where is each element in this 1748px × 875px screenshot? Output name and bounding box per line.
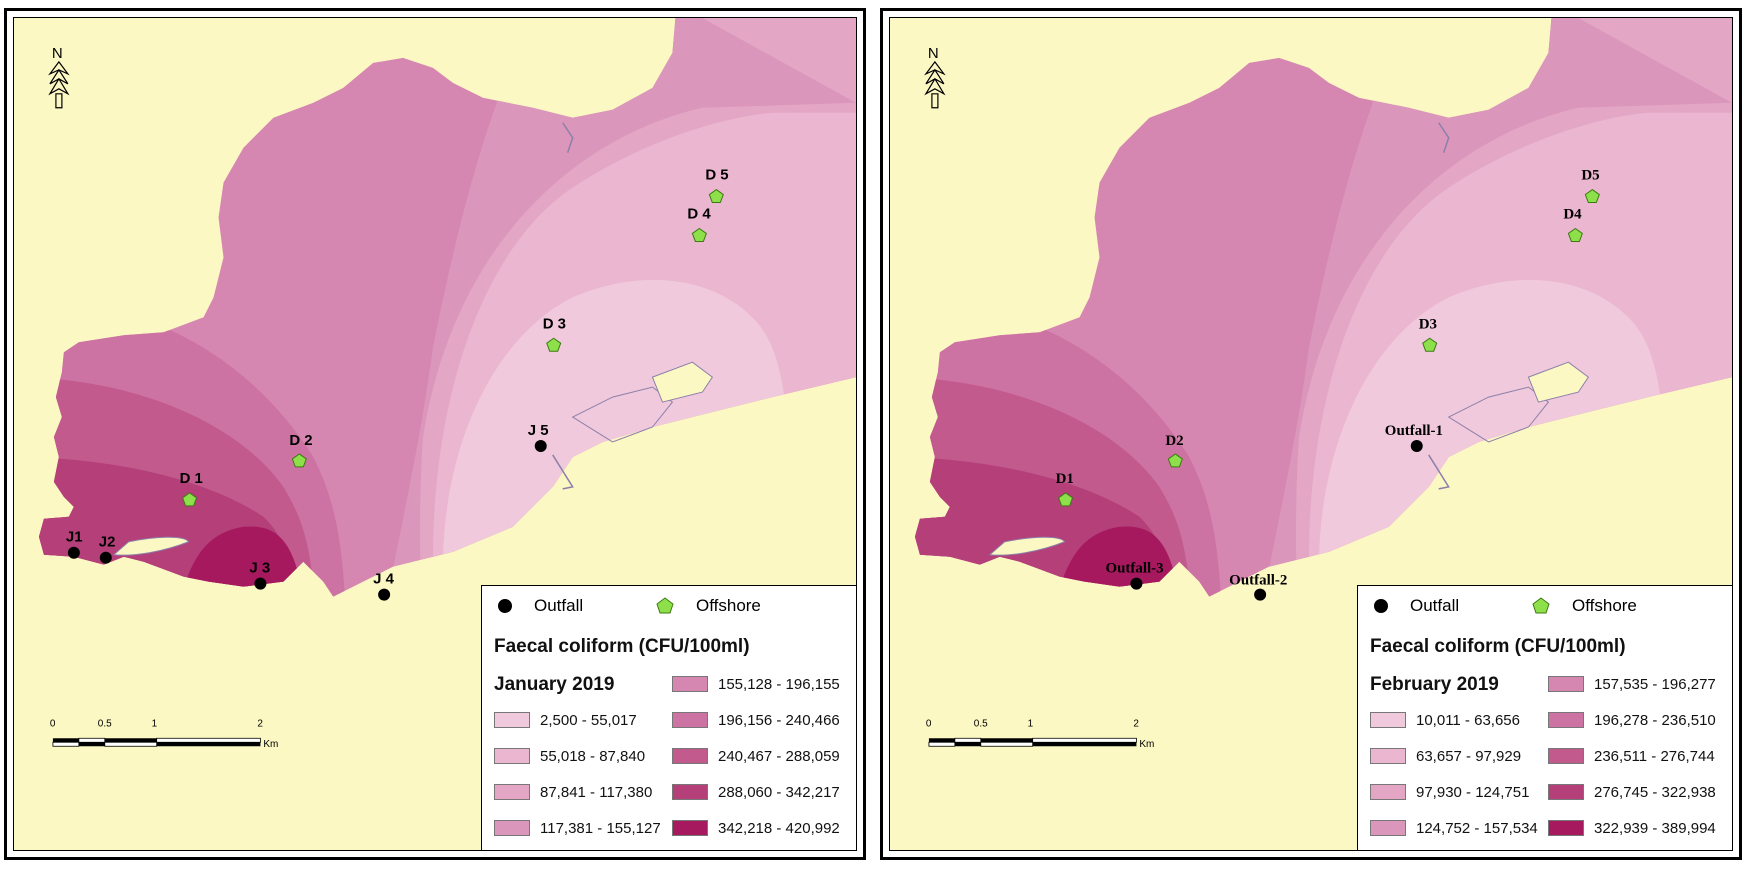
outfall-marker-outfall-3[interactable] [1130, 577, 1143, 590]
legend-class: 117,381 - 155,127 [494, 818, 661, 838]
outfall-symbol-icon [498, 599, 512, 613]
legend-outfall: Outfall [498, 596, 583, 616]
offshore-label-d2: D 2 [289, 432, 312, 449]
legend-class: 196,156 - 240,466 [672, 710, 840, 730]
legend-class: 322,939 - 389,994 [1548, 818, 1716, 838]
offshore-label-d3: D3 [1419, 316, 1437, 332]
offshore-labels: D1 D2 D3 D4 D5 [1056, 168, 1600, 487]
outfall-label-outfall-3: Outfall-3 [1105, 561, 1163, 577]
legend-title: Faecal coliform (CFU/100ml) [1370, 636, 1626, 657]
offshore-label-d1: D 1 [180, 470, 203, 487]
offshore-markers [182, 188, 724, 507]
legend-class: 240,467 - 288,059 [672, 746, 840, 766]
legend-class: 236,511 - 276,744 [1548, 746, 1715, 766]
legend-class: 342,218 - 420,992 [672, 818, 840, 838]
outfall-label-outfall-1: Outfall-1 [1385, 423, 1443, 439]
legend-class: 124,752 - 157,534 [1370, 818, 1538, 838]
legend-class: 55,018 - 87,840 [494, 746, 645, 766]
outfall-markers [1130, 439, 1423, 601]
map-frame: N Outfall-3 Outfall-2 Outfall-1 [889, 17, 1733, 851]
outfall-label-j3: J 3 [249, 560, 270, 577]
offshore-markers [1058, 188, 1600, 507]
legend-offshore: Offshore [656, 596, 761, 616]
outfall-marker-j3[interactable] [254, 577, 267, 590]
offshore-label-d1: D1 [1056, 471, 1074, 487]
outfall-labels: Outfall-3 Outfall-2 Outfall-1 [1105, 423, 1442, 589]
offshore-marker-d3[interactable] [546, 337, 562, 352]
offshore-label-d2: D2 [1165, 433, 1183, 449]
north-arrow-icon: N [924, 45, 946, 109]
legend-class: 157,535 - 196,277 [1548, 674, 1716, 694]
svg-text:Km: Km [1139, 739, 1154, 750]
outfall-label-outfall-2: Outfall-2 [1229, 573, 1287, 589]
offshore-label-d3: D 3 [543, 315, 566, 332]
svg-text:1: 1 [152, 718, 158, 729]
svg-text:0.5: 0.5 [98, 718, 112, 729]
legend-title: Faecal coliform (CFU/100ml) [494, 636, 750, 657]
map-frame: N J1 J2 J 3 J 4 J 5 [13, 17, 857, 851]
legend-class: 10,011 - 63,656 [1370, 710, 1520, 730]
offshore-marker-d4[interactable] [691, 227, 707, 242]
offshore-marker-d1[interactable] [182, 492, 198, 507]
offshore-marker-d2[interactable] [291, 453, 307, 468]
offshore-label-d5: D5 [1581, 168, 1599, 184]
svg-text:2: 2 [257, 718, 263, 729]
outfall-label-j2: J2 [99, 534, 116, 551]
outfall-marker-j1[interactable] [67, 546, 80, 559]
legend-month: January 2019 [494, 674, 615, 695]
outfall-marker-j4[interactable] [378, 588, 391, 601]
scale-bar: 0 0.5 1 2 Km [926, 718, 1154, 750]
offshore-marker-d1[interactable] [1058, 492, 1074, 507]
svg-text:2: 2 [1133, 718, 1139, 729]
outfall-label-j1: J1 [66, 529, 83, 546]
north-arrow-icon: N [48, 45, 70, 109]
legend-class: 87,841 - 117,380 [494, 782, 652, 802]
bay-map: N J1 J2 J 3 J 4 J 5 [14, 18, 856, 850]
legend-offshore: Offshore [1532, 596, 1637, 616]
outfall-marker-outfall-1[interactable] [1410, 439, 1423, 452]
legend-class: 196,278 - 236,510 [1548, 710, 1716, 730]
legend-month: February 2019 [1370, 674, 1499, 695]
svg-text:0: 0 [50, 718, 56, 729]
map-panel-january: N J1 J2 J 3 J 4 J 5 [4, 8, 866, 860]
offshore-labels: D 1 D 2 D 3 D 4 D 5 [180, 167, 729, 487]
offshore-marker-d5[interactable] [1584, 188, 1600, 204]
map-legend: Outfall Offshore Faecal coliform (CFU/10… [1357, 585, 1732, 850]
legend-class: 63,657 - 97,929 [1370, 746, 1521, 766]
offshore-label-d4: D 4 [687, 206, 711, 223]
offshore-marker-d4[interactable] [1567, 227, 1583, 242]
legend-class: 2,500 - 55,017 [494, 710, 637, 730]
svg-text:1: 1 [1028, 718, 1034, 729]
offshore-marker-d5[interactable] [708, 188, 724, 204]
scale-bar: 0 0.5 1 2 Km [50, 718, 278, 750]
outfall-markers [67, 439, 547, 601]
offshore-symbol-icon [1532, 597, 1550, 614]
outfall-label-j5: J 5 [528, 422, 549, 439]
outfall-labels: J1 J2 J 3 J 4 J 5 [66, 422, 549, 588]
svg-text:Km: Km [263, 739, 278, 750]
outfall-marker-j5[interactable] [534, 439, 547, 452]
legend-class: 155,128 - 196,155 [672, 674, 840, 694]
outfall-marker-outfall-2[interactable] [1254, 588, 1267, 601]
svg-text:N: N [928, 45, 939, 62]
legend-class: 276,745 - 322,938 [1548, 782, 1716, 802]
outfall-marker-j2[interactable] [99, 551, 112, 564]
legend-class: 288,060 - 342,217 [672, 782, 840, 802]
legend-class: 97,930 - 124,751 [1370, 782, 1529, 802]
outfall-symbol-icon [1374, 599, 1388, 613]
map-panel-february: N Outfall-3 Outfall-2 Outfall-1 [880, 8, 1742, 860]
map-legend: Outfall Offshore Faecal coliform (CFU/10… [481, 585, 856, 850]
svg-text:0: 0 [926, 718, 932, 729]
offshore-marker-d2[interactable] [1167, 453, 1183, 468]
offshore-label-d5: D 5 [705, 167, 728, 184]
outfall-label-j4: J 4 [373, 571, 394, 588]
legend-outfall: Outfall [1374, 596, 1459, 616]
offshore-label-d4: D4 [1563, 207, 1582, 223]
svg-text:0.5: 0.5 [974, 718, 988, 729]
svg-text:N: N [52, 45, 63, 62]
offshore-symbol-icon [656, 597, 674, 614]
offshore-marker-d3[interactable] [1422, 337, 1438, 352]
